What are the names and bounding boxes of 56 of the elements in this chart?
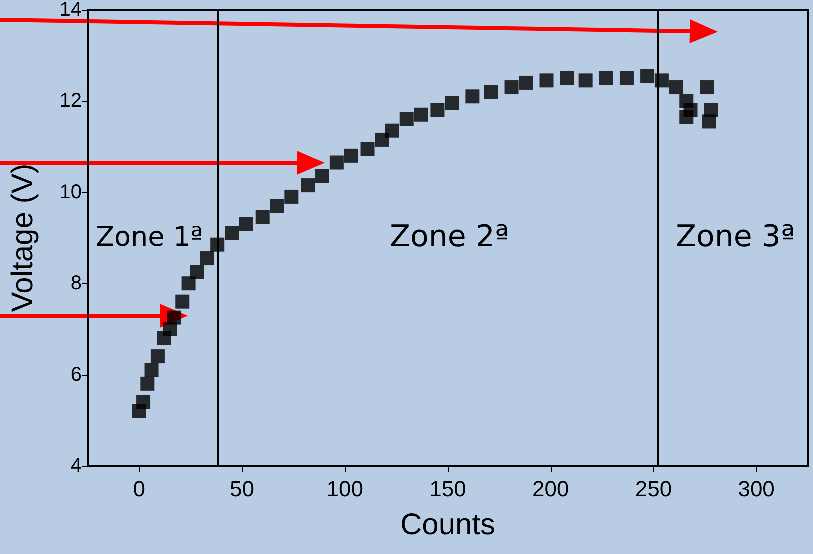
point bbox=[225, 226, 239, 240]
point bbox=[301, 178, 316, 193]
y-tick-label: 12 bbox=[60, 90, 82, 112]
x-tick-label: 300 bbox=[738, 476, 775, 502]
point bbox=[330, 156, 344, 170]
point bbox=[256, 210, 270, 224]
point bbox=[578, 74, 593, 88]
point bbox=[136, 395, 151, 410]
point bbox=[400, 112, 414, 126]
point bbox=[599, 71, 614, 86]
x-tick-label: 0 bbox=[133, 476, 146, 502]
point bbox=[504, 80, 519, 95]
y-axis-title: Voltage (V) bbox=[6, 164, 40, 312]
point bbox=[190, 265, 204, 280]
point bbox=[140, 376, 155, 391]
x-tick-label: 200 bbox=[532, 476, 570, 502]
point bbox=[270, 199, 284, 214]
point bbox=[540, 74, 554, 88]
point bbox=[284, 190, 299, 204]
point bbox=[445, 96, 460, 110]
point bbox=[344, 148, 358, 163]
point bbox=[669, 80, 684, 95]
annotation: Zone 1ª bbox=[96, 222, 204, 253]
x-tick-label: 100 bbox=[326, 476, 364, 502]
y-tick-label: 4 bbox=[70, 455, 82, 477]
point bbox=[700, 80, 714, 95]
point bbox=[144, 363, 159, 378]
y-tick-label: 6 bbox=[70, 364, 82, 386]
x-tick-label: 150 bbox=[430, 476, 466, 502]
x-axis-title: Counts bbox=[400, 508, 496, 542]
y-tick-label: 10 bbox=[60, 181, 82, 204]
point bbox=[414, 108, 428, 122]
point bbox=[519, 76, 534, 90]
point bbox=[182, 276, 196, 291]
point bbox=[375, 132, 390, 147]
point bbox=[560, 71, 574, 86]
point bbox=[430, 103, 445, 118]
x-tick-label: 50 bbox=[230, 476, 255, 502]
point bbox=[176, 294, 190, 309]
annotation: Zone 2ª bbox=[390, 220, 510, 254]
y-tick-label: 8 bbox=[70, 272, 82, 295]
point bbox=[150, 350, 165, 364]
point bbox=[680, 110, 694, 124]
y-tick-label: 14 bbox=[60, 0, 82, 21]
annotation: Zone 3ª bbox=[676, 220, 796, 254]
point bbox=[385, 124, 400, 138]
point bbox=[620, 71, 634, 86]
point bbox=[239, 217, 254, 232]
point bbox=[702, 114, 716, 129]
point bbox=[640, 69, 655, 84]
point bbox=[200, 252, 214, 266]
point bbox=[316, 169, 330, 184]
point bbox=[360, 142, 375, 156]
x-tick-label: 250 bbox=[635, 476, 672, 502]
point bbox=[484, 85, 498, 100]
point bbox=[466, 90, 480, 104]
